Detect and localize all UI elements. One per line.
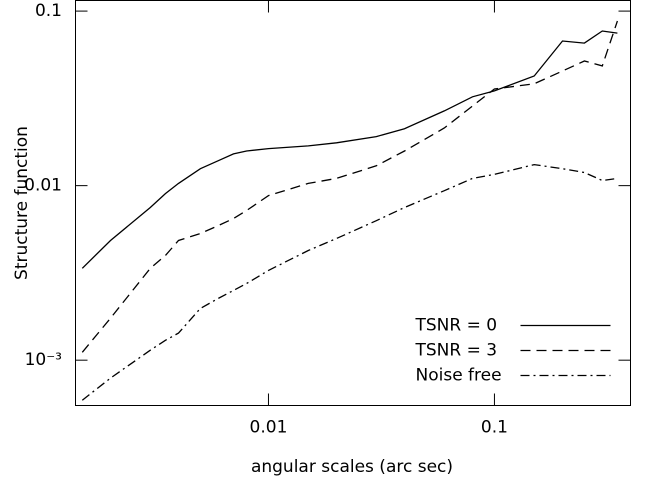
x-tick-label: 0.1	[481, 418, 508, 438]
y-tick-label: 10⁻³	[25, 350, 62, 370]
y-tick-label: 0.1	[35, 1, 62, 21]
series-line	[81, 30, 618, 269]
legend-label: TSNR = 0	[415, 316, 498, 336]
plot-frame	[75, 0, 631, 406]
y-tick-label: 0.01	[24, 176, 62, 196]
series-line	[81, 20, 619, 353]
series-line	[81, 163, 618, 401]
y-axis-label: Structure function	[12, 126, 32, 280]
legend-label: TSNR = 3	[415, 341, 498, 361]
legend-label: Noise free	[416, 366, 502, 386]
x-axis-label: angular scales (arc sec)	[251, 457, 453, 477]
x-tick-label: 0.01	[250, 418, 288, 438]
